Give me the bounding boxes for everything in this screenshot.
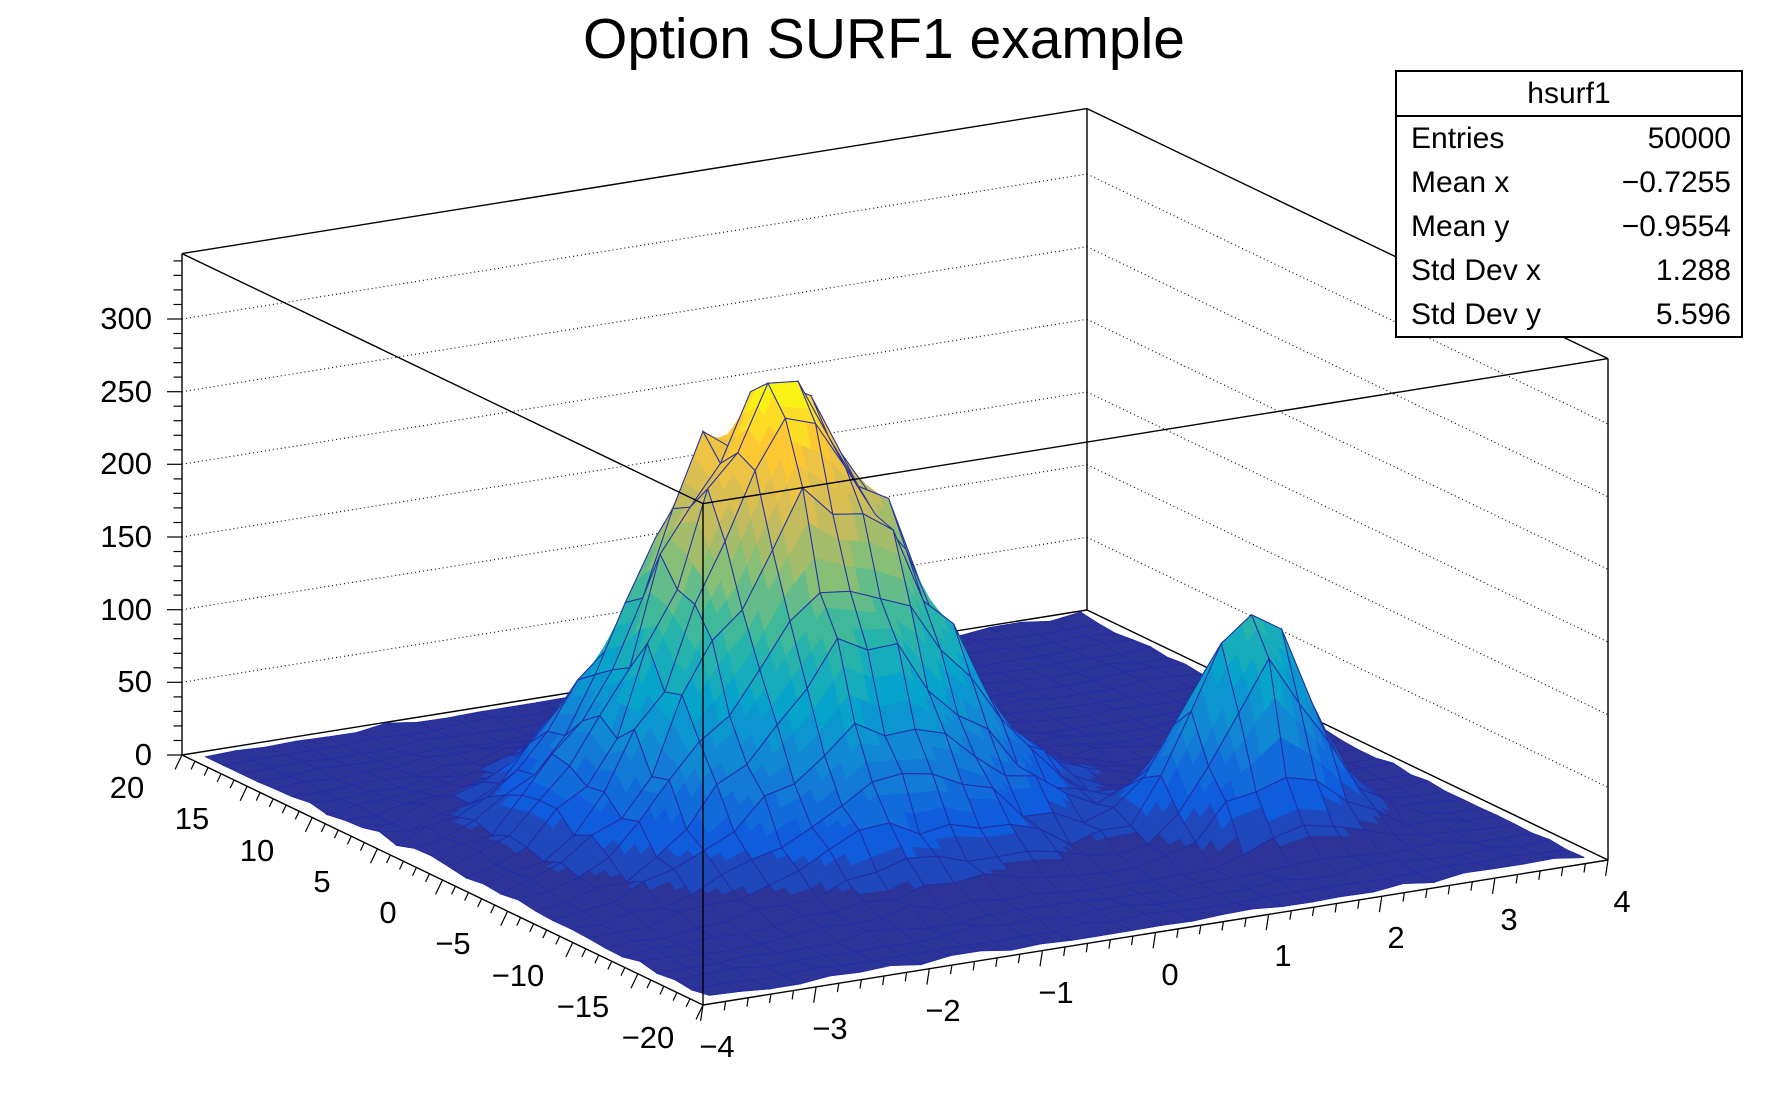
- stat-value: −0.7255: [1621, 166, 1731, 199]
- stats-title: hsurf1: [1397, 72, 1741, 117]
- axis-ticks: [167, 260, 1609, 1021]
- stats-box: hsurf1 Entries 50000 Mean x −0.7255 Mean…: [1395, 70, 1743, 338]
- stat-label: Mean x: [1411, 166, 1510, 199]
- stats-row-mean-x: Mean x −0.7255: [1397, 161, 1741, 205]
- stat-value: 50000: [1647, 122, 1731, 155]
- stat-label: Std Dev x: [1411, 254, 1542, 287]
- stats-row-stddev-y: Std Dev y 5.596: [1397, 293, 1741, 337]
- surface-mesh: [204, 380, 1585, 996]
- stat-label: Entries: [1411, 122, 1505, 155]
- stats-row-stddev-x: Std Dev x 1.288: [1397, 249, 1741, 293]
- plot-frame-back: [181, 107, 1609, 861]
- stats-row-mean-y: Mean y −0.9554: [1397, 205, 1741, 249]
- stat-label: Mean y: [1411, 210, 1510, 243]
- stats-row-entries: Entries 50000: [1397, 117, 1741, 161]
- stat-value: 5.596: [1655, 298, 1731, 331]
- stat-label: Std Dev y: [1411, 298, 1542, 331]
- stat-value: −0.9554: [1621, 210, 1731, 243]
- stat-value: 1.288: [1655, 254, 1731, 287]
